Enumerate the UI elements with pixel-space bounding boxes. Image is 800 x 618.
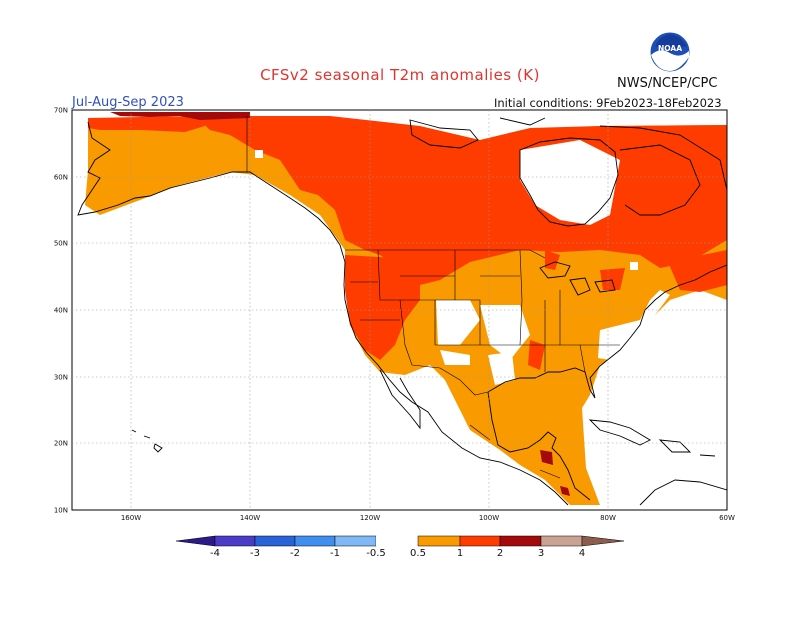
political-borders <box>246 116 620 479</box>
map-title: CFSv2 seasonal T2m anomalies (K) <box>260 66 540 84</box>
colorbar: -4 -3 -2 -1 -0.5 0.5 1 2 3 4 <box>175 535 625 559</box>
colorbar-swatch <box>499 535 542 547</box>
lon-label: 140W <box>240 514 260 522</box>
graticule <box>72 110 727 510</box>
lat-label: 50N <box>54 240 68 248</box>
lon-label: 160W <box>121 514 141 522</box>
anomaly-shading <box>85 112 727 505</box>
lat-label: 20N <box>54 440 68 448</box>
lat-label: 10N <box>54 507 68 515</box>
longitude-labels: 160W 140W 120W 100W 80W 60W <box>121 514 735 522</box>
lat-label: 60N <box>54 174 68 182</box>
initial-conditions-label: Initial conditions: 9Feb2023-18Feb2023 <box>494 96 722 110</box>
colorbar-label: 4 <box>579 548 585 559</box>
noaa-logo-icon: NOAA <box>649 31 691 73</box>
lon-label: 60W <box>719 514 735 522</box>
latitude-labels: 70N 60N 50N 40N 30N 20N 10N <box>54 107 68 515</box>
colorbar-label: -3 <box>250 548 260 559</box>
colorbar-label: 2 <box>497 548 503 559</box>
colorbar-label: 0.5 <box>410 548 426 559</box>
colorbar-label: 1 <box>457 548 463 559</box>
colorbar-label: -2 <box>290 548 300 559</box>
agency-label: NWS/NCEP/CPC <box>617 76 718 91</box>
lat-label: 70N <box>54 107 68 115</box>
colorbar-min-arrow <box>175 535 216 547</box>
colorbar-swatch <box>334 535 377 547</box>
lat-label: 30N <box>54 374 68 382</box>
colorbar-label: -1 <box>330 548 340 559</box>
colorbar-swatch <box>459 535 501 547</box>
lon-label: 120W <box>360 514 380 522</box>
lon-label: 100W <box>479 514 499 522</box>
lon-label: 80W <box>600 514 616 522</box>
coastlines <box>77 117 727 506</box>
lat-label: 40N <box>54 307 68 315</box>
colorbar-label: 3 <box>538 548 544 559</box>
season-label: Jul-Aug-Sep 2023 <box>72 95 184 110</box>
colorbar-swatch <box>376 536 418 546</box>
colorbar-label: -0.5 <box>366 548 386 559</box>
svg-text:NOAA: NOAA <box>658 44 682 53</box>
colorbar-swatch <box>214 535 256 547</box>
colorbar-swatch <box>294 535 336 547</box>
colorbar-max-arrow <box>581 535 625 547</box>
colorbar-swatch <box>417 535 461 547</box>
colorbar-label: -4 <box>210 548 220 559</box>
colorbar-swatch <box>254 535 296 547</box>
colorbar-swatch <box>540 535 583 547</box>
